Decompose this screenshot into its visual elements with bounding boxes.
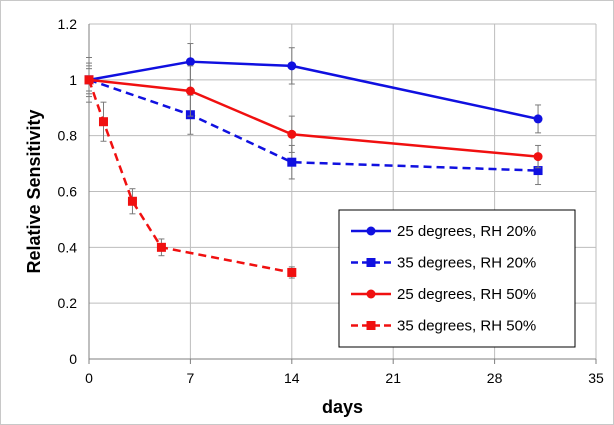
data-point (98, 117, 108, 127)
data-point (185, 57, 195, 67)
x-tick-label: 7 (187, 370, 195, 386)
legend-item: 25 degrees, RH 20% (351, 223, 536, 240)
y-axis-title: Relative Sensitivity (24, 109, 44, 273)
x-tick-label: 21 (385, 370, 401, 386)
data-point (127, 196, 137, 206)
series-area (84, 43, 543, 279)
legend-marker (366, 321, 376, 330)
series-4 (84, 68, 297, 279)
legend-label: 35 degrees, RH 20% (397, 255, 536, 272)
legend-marker (366, 226, 376, 236)
y-tick-label: 0.4 (58, 239, 78, 255)
y-tick-label: 0.6 (58, 184, 78, 200)
legend-item: 35 degrees, RH 20% (351, 255, 536, 272)
legend-marker (366, 289, 376, 299)
legend-item: 25 degrees, RH 50% (351, 286, 536, 303)
legend-item: 35 degrees, RH 50% (351, 318, 536, 335)
y-tick-label: 1 (69, 72, 77, 88)
series-line (87, 79, 293, 274)
legend: 25 degrees, RH 20% 35 degrees, RH 20% 25 d… (338, 209, 576, 348)
x-tick-label: 0 (85, 370, 93, 386)
data-point (287, 157, 297, 167)
y-tick-label: 0.8 (58, 128, 78, 144)
series-1 (84, 43, 543, 134)
data-point (533, 114, 543, 124)
x-tick-label: 35 (588, 370, 604, 386)
series-line (88, 78, 539, 172)
data-point (533, 152, 543, 162)
legend-box (338, 209, 576, 348)
x-tick-label: 14 (284, 370, 300, 386)
data-point (287, 267, 297, 277)
x-axis-title: days (322, 397, 363, 417)
data-point (84, 75, 94, 85)
y-tick-label: 0 (69, 351, 77, 367)
data-point (287, 61, 297, 71)
series-2 (84, 62, 543, 186)
data-point (533, 166, 543, 176)
data-point (287, 129, 297, 139)
data-point (156, 242, 166, 252)
series-line (88, 60, 539, 121)
y-tick-label: 0.2 (58, 295, 78, 311)
data-point (185, 86, 195, 96)
legend-label: 25 degrees, RH 50% (397, 286, 536, 303)
series-line (88, 78, 539, 158)
legend-label: 35 degrees, RH 50% (397, 318, 536, 335)
series-3 (84, 65, 543, 169)
legend-label: 25 degrees, RH 20% (397, 223, 536, 240)
y-tick-label: 1.2 (58, 16, 78, 32)
legend-marker (366, 258, 376, 267)
x-tick-label: 28 (487, 370, 503, 386)
